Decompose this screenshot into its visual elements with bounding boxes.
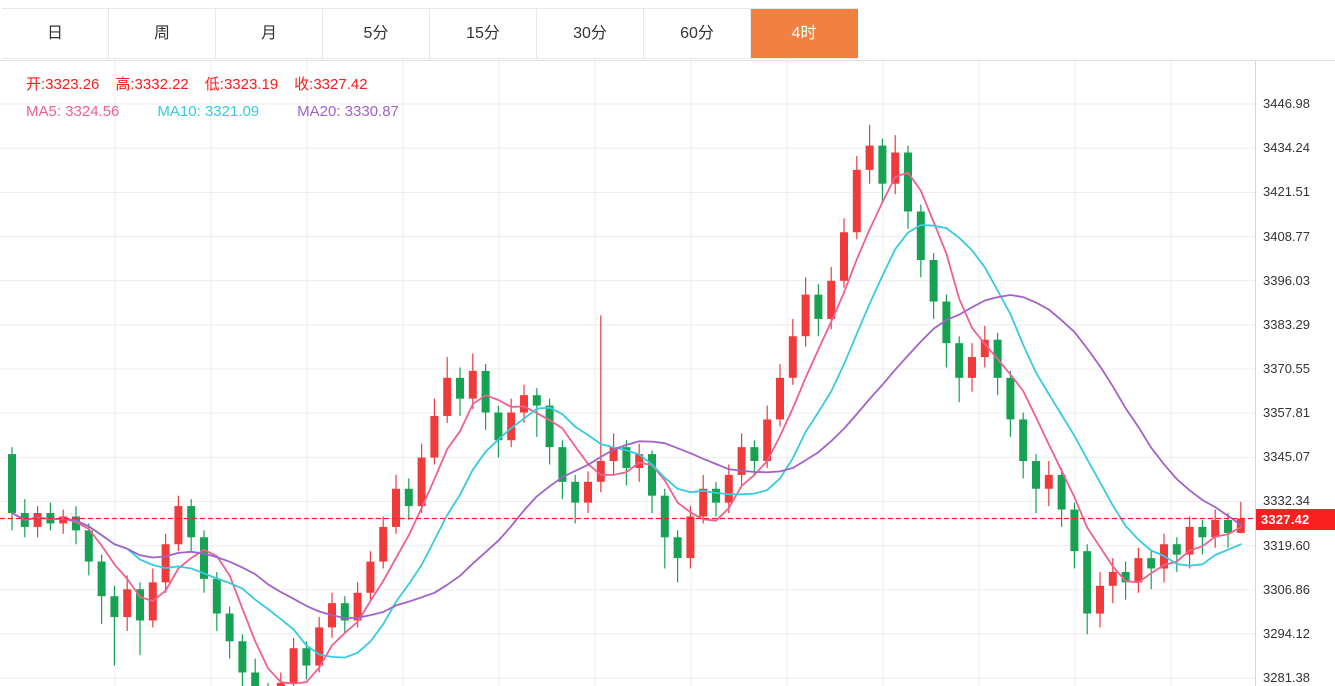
- y-axis-tick: 3345.07: [1263, 449, 1310, 465]
- tab-timeframe-6[interactable]: 60分: [644, 9, 751, 58]
- y-axis-tick: 3332.34: [1263, 493, 1310, 509]
- y-axis-tick: 3281.38: [1263, 670, 1310, 686]
- tab-timeframe-3[interactable]: 5分: [323, 9, 430, 58]
- ma-item: MA20: 3330.87: [297, 103, 399, 120]
- ohlc-item: 收:3327.42: [294, 76, 368, 93]
- y-axis-tick: 3383.29: [1263, 316, 1310, 332]
- chart-region: 3446.98 3434.24 3421.51 3408.77 3396.03 3383.…: [0, 60, 1335, 686]
- tab-timeframe-7[interactable]: 4时: [751, 9, 858, 58]
- y-axis-tick: 3294.12: [1263, 625, 1310, 641]
- y-axis-tick: 3306.86: [1263, 581, 1310, 597]
- y-axis-tick: 3408.77: [1263, 228, 1310, 244]
- y-axis-tick: 3421.51: [1263, 184, 1310, 200]
- tab-timeframe-4[interactable]: 15分: [430, 9, 537, 58]
- ohlc-item: 高:3332.22: [115, 76, 189, 93]
- tab-timeframe-1[interactable]: 周: [109, 9, 216, 58]
- ma-item: MA5: 3324.56: [26, 103, 120, 120]
- ohlc-legend: 开:3323.26 高:3332.22 低:3323.19 收:3327.42 MA5…: [26, 73, 437, 129]
- ohlc-line: 开:3323.26 高:3332.22 低:3323.19 收:3327.42: [26, 73, 437, 94]
- y-axis-line: [1255, 61, 1256, 686]
- ma-item: MA10: 3321.09: [157, 103, 260, 120]
- y-axis-tick: 3319.60: [1263, 537, 1310, 553]
- ma-line: MA5: 3324.56 MA10: 3321.09 MA20: 3330.87: [26, 103, 437, 120]
- candle-chart-svg[interactable]: [0, 61, 1255, 686]
- current-price-badge: 3327.42: [1256, 508, 1335, 530]
- tab-timeframe-2[interactable]: 月: [216, 9, 323, 58]
- tab-timeframe-0[interactable]: 日: [2, 9, 109, 58]
- y-axis-tick: 3396.03: [1263, 272, 1310, 288]
- y-axis-tick: 3434.24: [1263, 140, 1310, 156]
- y-axis-tick: 3446.98: [1263, 96, 1310, 112]
- y-axis-tick: 3357.81: [1263, 405, 1310, 421]
- ohlc-item: 低:3323.19: [204, 76, 279, 93]
- tab-timeframe-5[interactable]: 30分: [537, 9, 644, 58]
- ohlc-item: 开:3323.26: [26, 76, 100, 93]
- timeframe-tabs: 日周月 5分 15分 30分 60分 4时: [2, 8, 858, 59]
- y-axis-tick: 3370.55: [1263, 360, 1310, 376]
